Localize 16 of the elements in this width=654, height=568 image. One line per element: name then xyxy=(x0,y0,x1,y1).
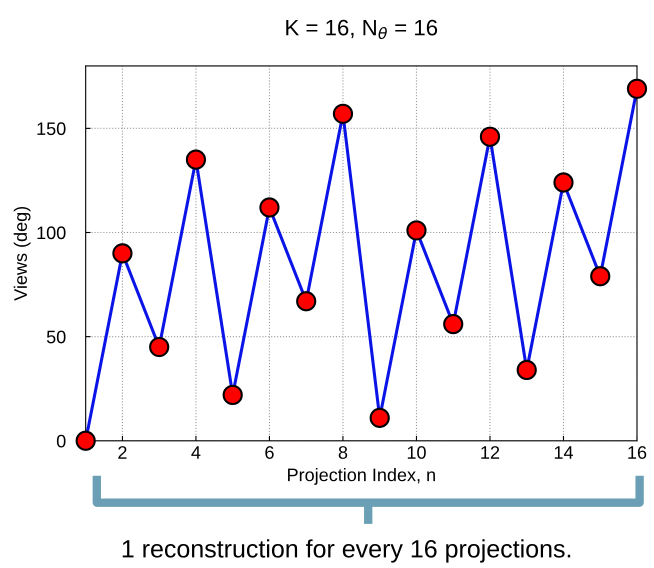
chart-title: K = 16, N$_{θ}$ = 16 xyxy=(286,20,438,40)
x-tick-label: 4 xyxy=(191,446,200,459)
x-tick-label: 8 xyxy=(338,446,348,459)
x-tick-label: 12 xyxy=(481,446,500,459)
y-tick-label: 0 xyxy=(56,434,66,448)
y-tick-label: 50 xyxy=(46,330,66,344)
x-tick-label: 2 xyxy=(118,446,127,459)
text: 1 reconstruction for every 16 projections. xyxy=(122,539,570,563)
x-axis-title: Projection Index, n xyxy=(288,468,435,485)
x-tick-label: 16 xyxy=(628,446,646,459)
y-tick-label: 150 xyxy=(37,122,66,136)
y-tick-label: 100 xyxy=(37,226,66,240)
x-tick-label: 10 xyxy=(408,446,426,459)
x-tick-label: 6 xyxy=(265,446,274,459)
y-axis-title: Views (deg) xyxy=(14,206,31,301)
x-tick-label: 14 xyxy=(554,446,573,459)
